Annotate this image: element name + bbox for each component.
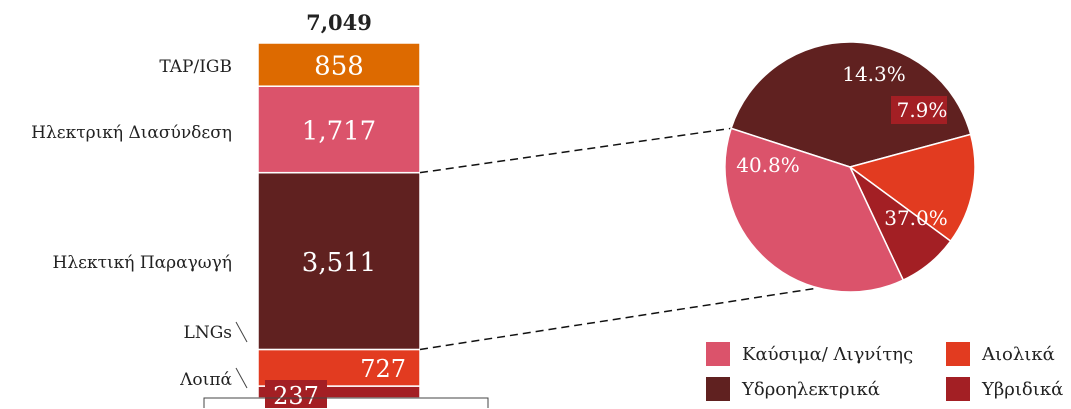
bar-to-pie-connectors [419, 127, 819, 351]
pie-chart: 40.8% 14.3% 7.9% 37.0% [724, 41, 976, 293]
pie-slice [848, 133, 976, 243]
legend-item-wind: Αιολικά [946, 342, 1055, 366]
label-leader-line [235, 321, 248, 343]
pie-legend: Καύσιμα/ Λιγνίτης Αιολικά Υδροηλεκτρικά … [706, 342, 1066, 406]
x-axis-line [203, 397, 489, 408]
legend-label: Καύσιμα/ Λιγνίτης [742, 343, 914, 365]
legend-swatch [946, 377, 970, 401]
legend-swatch [946, 342, 970, 366]
bar-value-label: 1,717 [302, 116, 376, 146]
connector-line [419, 287, 819, 351]
legend-item-hybrid: Υβριδικά [946, 377, 1063, 401]
category-label: LNGs [184, 323, 232, 343]
legend-label: Υδροηλεκτρικά [742, 378, 880, 400]
bar-segment [257, 85, 421, 174]
legend-swatch [706, 342, 730, 366]
legend-label: Υβριδικά [982, 378, 1064, 400]
pie-value-label: 40.8% [736, 153, 800, 177]
label-leader-line [235, 367, 248, 389]
pie-slice [730, 41, 972, 168]
category-label: Λοιπά [179, 370, 232, 390]
legend-label: Αιολικά [982, 343, 1055, 365]
category-label: TAP/IGB [159, 57, 232, 77]
stacked-bar-chart: 237 727 3,511 1,717 858 Λοιπά LNGs Ηλεκτική Παρ… [31, 10, 489, 409]
value-label-box [265, 380, 327, 408]
pie-value-label: 14.3% [842, 62, 906, 86]
value-label-box [891, 96, 947, 124]
legend-item-fuel: Καύσιμα/ Λιγνίτης [706, 342, 913, 366]
pie-value-label: 37.0% [884, 206, 948, 230]
bar-segment [257, 42, 421, 87]
category-label: Ηλεκτρική Διασύνδεση [31, 123, 232, 143]
bar-value-label: 237 [273, 382, 319, 409]
legend-swatch [706, 377, 730, 401]
pie-slice [724, 127, 905, 293]
legend-item-hydro: Υδροηλεκτρικά [706, 377, 880, 401]
bar-total-label: 7,049 [306, 10, 372, 35]
pie-value-label: 7.9% [897, 98, 948, 122]
bar-value-label: 727 [360, 355, 406, 383]
category-label: Ηλεκτική Παραγωγή [53, 253, 232, 273]
bar-value-label: 3,511 [302, 248, 376, 278]
bar-value-label: 858 [314, 52, 364, 82]
connector-line [419, 127, 732, 174]
bar-segment [257, 171, 421, 351]
